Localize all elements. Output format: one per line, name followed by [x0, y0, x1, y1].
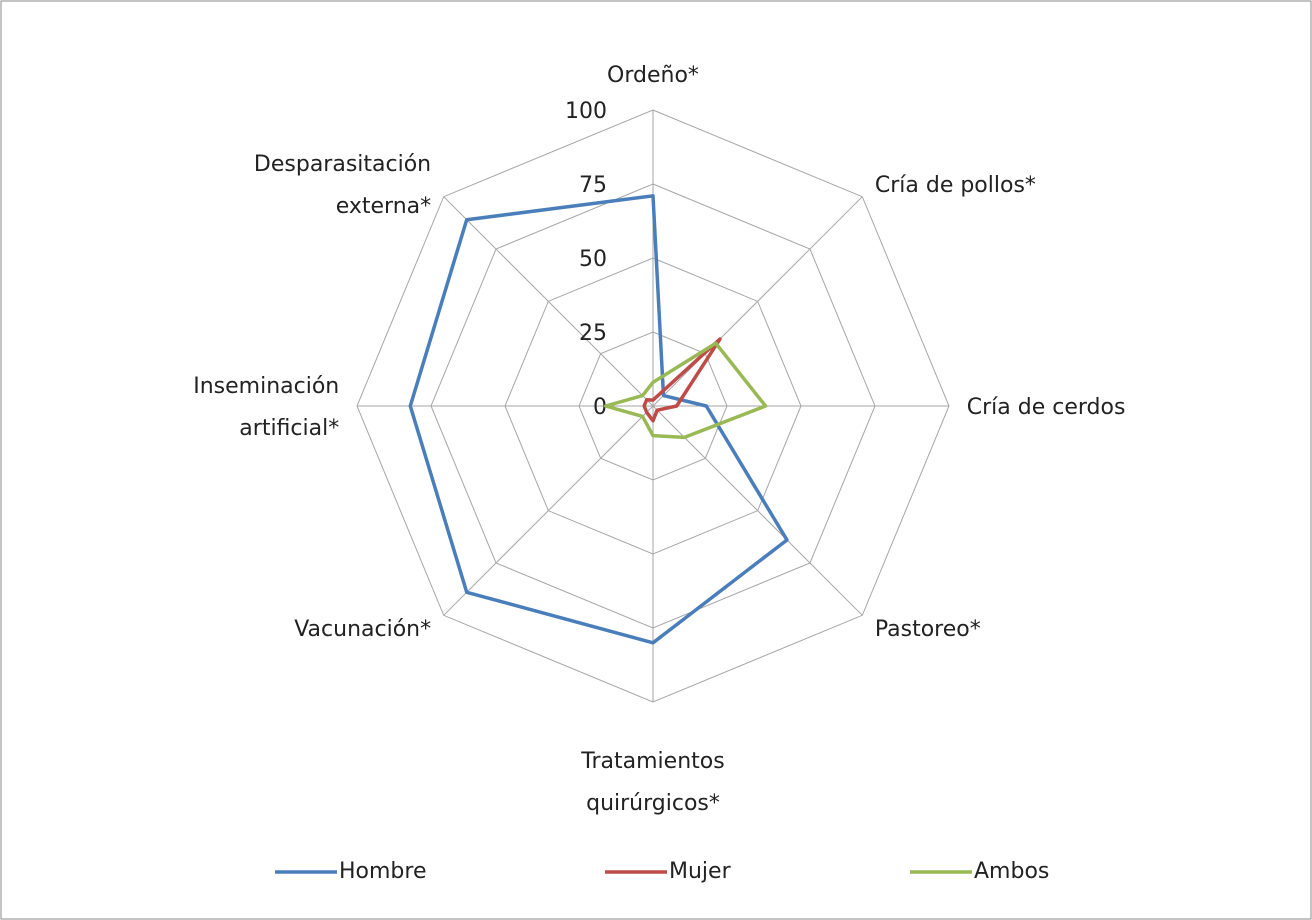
y-tick-label: 100 [565, 99, 607, 124]
category-label: Tratamientos quirúrgicos* [580, 749, 724, 816]
category-label: Inseminación artificial* [193, 374, 339, 441]
category-label: Pastoreo* [875, 617, 981, 642]
category-label: Cría de pollos* [875, 173, 1036, 198]
legend-label: Mujer [669, 859, 732, 884]
y-tick-label: 50 [579, 247, 607, 272]
category-label: Ordeño* [607, 63, 699, 88]
category-label: Cría de cerdos [967, 395, 1126, 420]
category-label: Desparasitación externa* [254, 152, 431, 219]
series-line [603, 341, 768, 440]
legend-label: Hombre [339, 859, 427, 884]
spoke [652, 405, 863, 616]
series-line [408, 194, 789, 645]
y-tick-label: 25 [579, 321, 607, 346]
spoke [652, 196, 863, 407]
spoke [443, 405, 654, 616]
category-label: Vacunación* [294, 617, 431, 642]
y-tick-label: 0 [593, 395, 607, 420]
spoke [443, 196, 654, 407]
legend-label: Ambos [974, 859, 1049, 884]
series-line [642, 337, 722, 423]
y-tick-label: 75 [579, 173, 607, 198]
